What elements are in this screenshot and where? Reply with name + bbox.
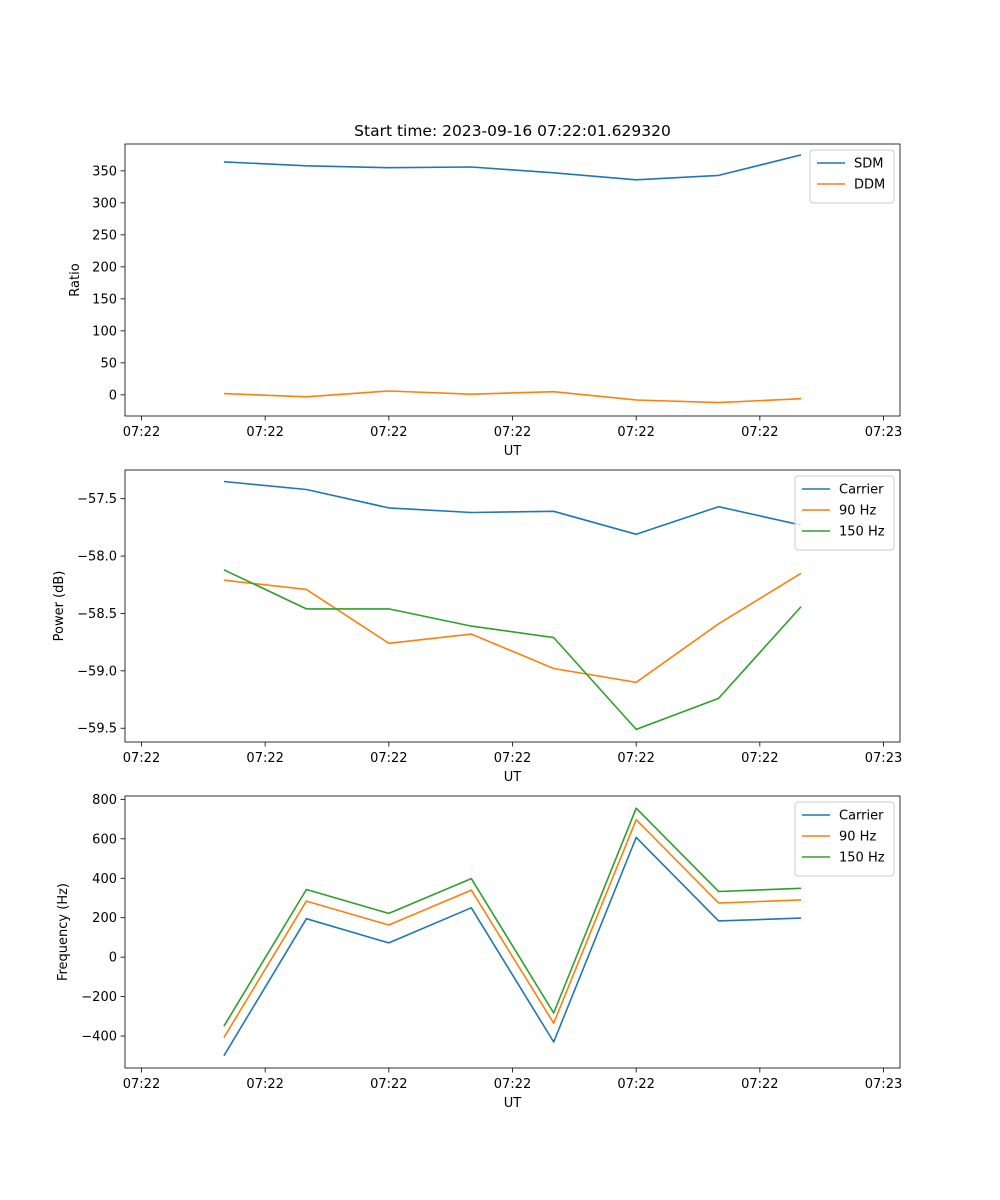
x-tick-label: 07:22 — [741, 1077, 778, 1092]
subplot-2: 07:22 07:22 07:22 07:22 07:22 07:22 07:23 −59.5… — [52, 469, 902, 785]
legend-label: SDM — [854, 157, 883, 172]
x-tick-label: 07:22 — [123, 751, 160, 766]
series-line-carrier — [223, 836, 802, 1057]
legend: Carrier 90 Hz 150 Hz — [794, 801, 895, 877]
x-axis-label: UT — [504, 770, 522, 785]
x-tick-label: 07:22 — [370, 1077, 407, 1092]
y-tick-label: −57.5 — [77, 492, 117, 507]
x-tick-label: 07:22 — [617, 751, 654, 766]
x-tick-label: 07:22 — [494, 1077, 531, 1092]
y-tick-label: −58.5 — [77, 607, 117, 622]
x-tick-label: 07:22 — [741, 425, 778, 440]
x-tick-label: 07:22 — [370, 425, 407, 440]
y-tick-label: 800 — [92, 793, 117, 808]
x-tick-label: 07:22 — [617, 1077, 654, 1092]
y-tick-label: 350 — [92, 164, 117, 179]
series-line-150-hz — [223, 569, 802, 731]
legend-label: Carrier — [839, 809, 884, 824]
y-tick-label: −59.5 — [77, 722, 117, 737]
x-axis-label: UT — [504, 1096, 522, 1111]
y-tick-label: 200 — [92, 260, 117, 275]
x-tick-label: 07:22 — [370, 751, 407, 766]
y-axis-label: Frequency (Hz) — [56, 883, 71, 981]
y-tick-label: −58.0 — [77, 550, 117, 565]
legend-label: 90 Hz — [839, 830, 876, 845]
y-axis-label: Power (dB) — [52, 571, 67, 642]
y-tick-label: 100 — [92, 324, 117, 339]
legend: Carrier 90 Hz 150 Hz — [794, 475, 895, 551]
series-line-150-hz — [223, 807, 802, 1027]
x-tick-label: 07:22 — [617, 425, 654, 440]
series-line-ddm — [223, 390, 802, 404]
x-tick-label: 07:22 — [494, 751, 531, 766]
legend-label: 150 Hz — [839, 525, 885, 540]
figure-title: Start time: 2023-09-16 07:22:01.629320 — [354, 122, 671, 140]
y-tick-label: 250 — [92, 228, 117, 243]
y-tick-label: 150 — [92, 292, 117, 307]
series-line-carrier — [223, 480, 802, 536]
x-tick-label: 07:22 — [246, 751, 283, 766]
y-tick-label: 50 — [100, 356, 117, 371]
x-tick-label: 07:22 — [246, 1077, 283, 1092]
y-tick-label: 300 — [92, 196, 117, 211]
x-tick-label: 07:23 — [865, 751, 902, 766]
x-tick-label: 07:23 — [865, 1077, 902, 1092]
x-tick-label: 07:23 — [865, 425, 902, 440]
x-tick-label: 07:22 — [246, 425, 283, 440]
y-tick-label: 400 — [92, 872, 117, 887]
x-tick-label: 07:22 — [123, 425, 160, 440]
x-tick-label: 07:22 — [741, 751, 778, 766]
legend-label: 90 Hz — [839, 504, 876, 519]
y-tick-label: −59.0 — [77, 664, 117, 679]
subplot-1: 07:22 07:22 07:22 07:22 07:22 07:22 07:23 0 50 10… — [68, 143, 902, 459]
y-axis-label: Ratio — [68, 263, 83, 296]
y-tick-label: 0 — [109, 388, 117, 403]
x-tick-label: 07:22 — [123, 1077, 160, 1092]
y-tick-label: 200 — [92, 911, 117, 926]
x-axis-label: UT — [504, 444, 522, 459]
series-line-90-hz — [223, 572, 802, 684]
legend: SDM DDM — [809, 149, 895, 204]
series-line-sdm — [223, 154, 802, 181]
legend-label: 150 Hz — [839, 851, 885, 866]
y-tick-label: 0 — [109, 951, 117, 966]
x-tick-label: 07:22 — [494, 425, 531, 440]
series-line-90-hz — [223, 818, 802, 1039]
y-tick-label: −200 — [81, 990, 117, 1005]
y-tick-label: 600 — [92, 832, 117, 847]
legend-label: DDM — [854, 178, 885, 193]
subplot-3: 07:22 07:22 07:22 07:22 07:22 07:22 07:23 −400 −… — [56, 793, 902, 1111]
y-tick-label: −400 — [81, 1030, 117, 1045]
legend-label: Carrier — [839, 483, 884, 498]
